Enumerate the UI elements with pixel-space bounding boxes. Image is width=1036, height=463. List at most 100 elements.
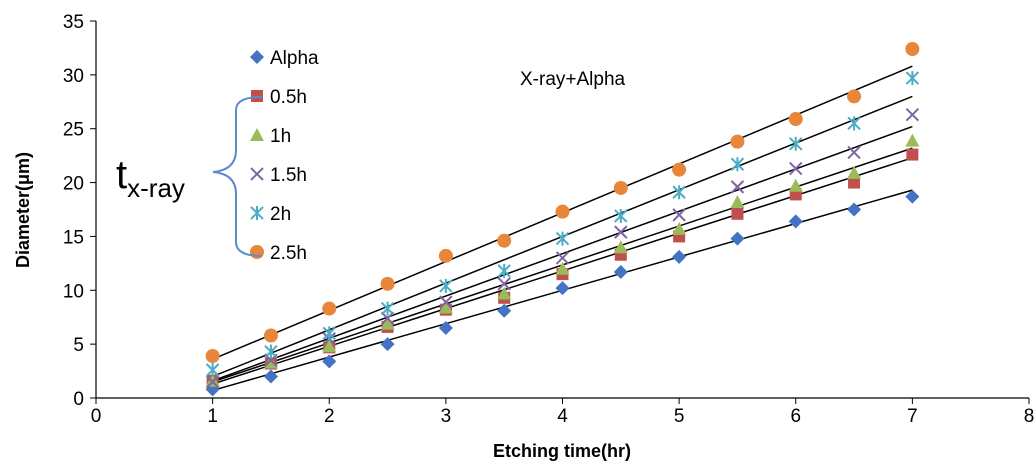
- point-1.5h: [789, 161, 803, 176]
- point-2.5h: [205, 348, 220, 363]
- marker-stroke: [847, 116, 861, 131]
- marker-stroke: [205, 362, 220, 377]
- point-1h: [672, 221, 687, 235]
- point-Alpha: [322, 354, 337, 369]
- point-Alpha: [380, 337, 395, 352]
- marker-stroke: [555, 231, 570, 246]
- legend-label: Alpha: [270, 48, 319, 69]
- point-1.5h: [905, 108, 920, 122]
- data-points: [205, 42, 920, 397]
- x-tick-label: 3: [441, 406, 452, 427]
- marker-stroke: [380, 301, 395, 316]
- point-2h: [497, 263, 511, 278]
- axes: 0 5 10 15 20 25 30 35 0 1 2 3 4 5 6 7 8: [63, 12, 1034, 427]
- point-Alpha: [438, 320, 453, 335]
- marker-stroke: [614, 225, 628, 239]
- point-1.5h: [555, 251, 570, 265]
- point-1h: [847, 165, 862, 179]
- point-2h: [264, 344, 278, 359]
- point-2.5h: [555, 204, 570, 219]
- y-tick-label: 20: [63, 174, 84, 195]
- x-tick-label: 4: [557, 406, 568, 427]
- point-1h: [555, 261, 570, 275]
- point-1h: [380, 316, 395, 330]
- point-1h: [497, 286, 512, 300]
- y-tick-label: 30: [63, 66, 84, 87]
- legend-marker-2h: [250, 206, 264, 220]
- legend-marker-Alpha: [250, 50, 264, 64]
- marker-stroke: [205, 375, 220, 389]
- point-2h: [847, 116, 861, 131]
- point-2h: [205, 362, 220, 377]
- point-Alpha: [847, 202, 862, 217]
- marker-stroke: [250, 167, 264, 181]
- x-tick-label: 7: [907, 406, 918, 427]
- marker-stroke: [905, 71, 920, 86]
- legend-label: 1h: [270, 126, 291, 147]
- marker-stroke: [730, 157, 745, 172]
- marker-stroke: [730, 180, 745, 194]
- point-0.5h: [614, 248, 627, 261]
- y-tick-label: 25: [63, 120, 84, 141]
- point-2.5h: [730, 134, 745, 149]
- point-1h: [322, 339, 337, 353]
- marker-stroke: [439, 278, 453, 293]
- marker-stroke: [439, 295, 453, 309]
- x-tick-label: 2: [324, 406, 335, 427]
- legend-label: 2.5h: [270, 243, 307, 264]
- point-2h: [555, 231, 570, 246]
- point-2.5h: [380, 276, 395, 291]
- point-1h: [788, 178, 803, 192]
- point-1.5h: [847, 145, 861, 160]
- point-Alpha: [555, 281, 570, 296]
- point-2.5h: [613, 180, 628, 195]
- marker-stroke: [264, 344, 278, 359]
- point-1h: [905, 133, 920, 147]
- point-Alpha: [497, 303, 512, 318]
- x-tick-label: 1: [207, 406, 218, 427]
- bracket-label: tx-ray: [116, 153, 185, 203]
- marker-stroke: [497, 263, 511, 278]
- point-2h: [439, 278, 453, 293]
- point-Alpha: [905, 189, 920, 204]
- point-2.5h: [905, 42, 920, 57]
- point-0.5h: [731, 207, 744, 220]
- point-2h: [614, 208, 628, 223]
- point-2h: [322, 326, 336, 341]
- y-tick-label: 5: [73, 335, 84, 356]
- point-1.5h: [205, 375, 220, 389]
- marker-stroke: [322, 326, 336, 341]
- marker-stroke: [672, 208, 686, 222]
- point-1.5h: [614, 225, 628, 239]
- point-1.5h: [672, 208, 686, 222]
- point-1.5h: [730, 180, 745, 194]
- x-tick-label: 6: [790, 406, 801, 427]
- point-1.5h: [497, 277, 511, 291]
- legend-marker-1.5h: [250, 167, 264, 181]
- point-Alpha: [788, 214, 803, 229]
- point-Alpha: [730, 231, 745, 246]
- point-0.5h: [906, 148, 919, 161]
- point-2.5h: [672, 162, 687, 177]
- point-2.5h: [322, 301, 337, 316]
- x-axis-title: Etching time(hr): [493, 441, 631, 461]
- annotation-label: X-ray+Alpha: [520, 69, 626, 90]
- point-1h: [205, 373, 220, 387]
- point-2h: [672, 185, 686, 200]
- y-axis-title: Diameter(μm): [13, 152, 33, 268]
- x-tick-label: 0: [91, 406, 102, 427]
- point-2h: [730, 157, 745, 172]
- point-1h: [613, 240, 628, 254]
- legend-bracket: [212, 96, 263, 257]
- y-tick-label: 10: [63, 281, 84, 302]
- marker-stroke: [672, 185, 686, 200]
- bracket-label-sub: x-ray: [127, 173, 185, 203]
- point-2.5h: [438, 248, 453, 263]
- legend-label: 0.5h: [270, 87, 307, 108]
- point-Alpha: [613, 264, 628, 279]
- marker-stroke: [250, 206, 264, 220]
- marker-stroke: [789, 136, 803, 151]
- point-0.5h: [848, 176, 861, 189]
- marker-stroke: [497, 277, 511, 291]
